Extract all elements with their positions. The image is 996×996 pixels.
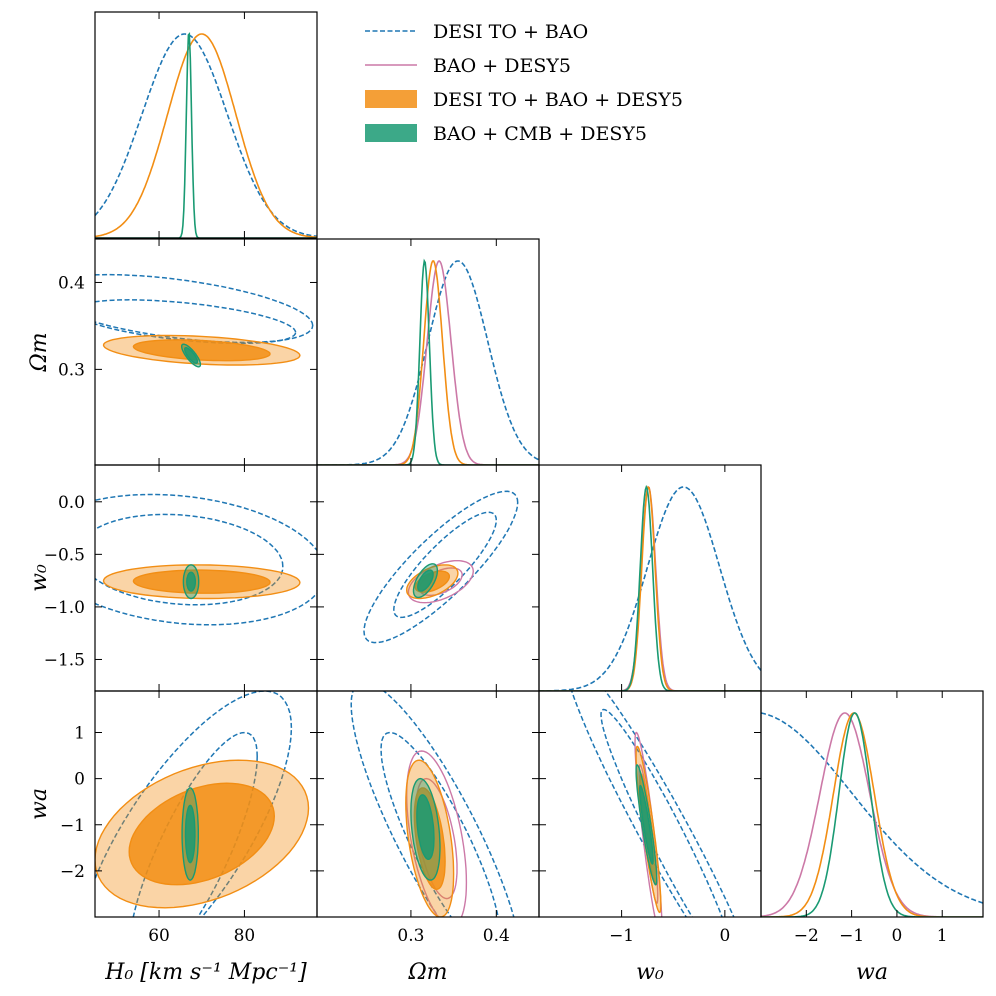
- x-tick-label-wa: −1: [839, 926, 864, 946]
- contour-outer-bao-desy5-Om-w0: [407, 560, 475, 604]
- contour-outer-desi-to-bao-H0-w0: [95, 493, 317, 626]
- label-layer: 60 80 0.3 0.4 −1 0 −2 −1 0 1 0.3 0.4 −1.5 −1.0 −0.5 0.0…: [27, 273, 948, 985]
- marginal-desi-to-bao-desy5-w0: [539, 485, 761, 691]
- contour-outer-desi-to-bao-Om-wa: [350, 691, 515, 917]
- x-tick-label-wa: 0: [892, 926, 903, 946]
- legend-label-bao-cmb-desy5: BAO + CMB + DESY5: [433, 123, 647, 145]
- contour-outer-desi-to-bao-H0-wa: [95, 691, 293, 917]
- y-tick-label-wa: 0: [74, 770, 85, 790]
- legend-label-desi-to-bao-desy5: DESI TO + BAO + DESY5: [433, 89, 683, 111]
- y-axis-title-wa: wa: [27, 788, 52, 820]
- contour-outer-desi-to-bao-H0-Om: [95, 273, 314, 344]
- x-tick-label-H0: 60: [148, 926, 170, 946]
- contour-outer-desi-to-bao-Om-w0: [363, 490, 519, 644]
- legend-label-desi-to-bao: DESI TO + BAO: [433, 21, 588, 43]
- x-axis-title-w0: w₀: [636, 960, 664, 985]
- y-tick-label-Om: 0.3: [58, 360, 85, 380]
- contour-inner-bao-cmb-desy5-H0-Om: [184, 347, 199, 364]
- x-tick-label-wa: −2: [794, 926, 819, 946]
- contour-inner-bao-cmb-desy5-H0-wa: [184, 804, 196, 864]
- y-tick-label-wa: −1: [60, 816, 85, 836]
- contour-inner-desi-to-bao-w0-wa: [600, 708, 723, 917]
- x-axis-title-Om: Ωm: [407, 960, 447, 985]
- y-tick-label-wa: 1: [74, 724, 85, 744]
- contour-outer-desi-to-bao-w0-wa: [570, 691, 735, 917]
- contour-inner-desi-to-bao-Om-w0: [393, 511, 498, 619]
- marginal-desi-to-bao-desy5-H0: [95, 33, 317, 238]
- y-tick-label-w0: −0.5: [44, 545, 85, 565]
- contour-inner-bao-cmb-desy5-H0-w0: [186, 571, 196, 592]
- legend-label-bao-desy5: BAO + DESY5: [433, 55, 571, 77]
- contour-inner-desi-to-bao-H0-w0: [95, 513, 284, 606]
- panel-Om-Om: [316, 238, 540, 466]
- y-tick-label-w0: 0.0: [58, 493, 85, 513]
- y-axis-title-w0: w₀: [27, 564, 52, 592]
- y-tick-label-w0: −1.0: [44, 598, 85, 618]
- marginal-desi-to-bao-wa: [761, 712, 983, 904]
- y-tick-label-Om: 0.4: [58, 273, 85, 293]
- legend-swatch-bao-cmb-desy5: [365, 124, 417, 142]
- x-tick-label-Om: 0.3: [397, 926, 424, 946]
- legend: DESI TO + BAO BAO + DESY5 DESI TO + BAO + …: [365, 21, 683, 145]
- marginal-desi-to-bao-desy5-wa: [761, 712, 983, 917]
- marginal-bao-cmb-desy5-w0: [539, 484, 761, 691]
- panel-H0-H0: [94, 11, 318, 239]
- x-axis-title-wa: wa: [856, 960, 888, 985]
- y-axis-title-Om: Ωm: [27, 332, 52, 372]
- axes-layer: [94, 11, 984, 918]
- marginal-desi-to-bao-H0: [95, 33, 317, 238]
- contour-inner-bao-cmb-desy5-Om-w0: [417, 569, 434, 592]
- x-tick-label-wa: 1: [937, 926, 948, 946]
- x-tick-label-H0: 80: [234, 926, 256, 946]
- marginal-bao-cmb-desy5-H0: [95, 32, 317, 238]
- marginal-bao-desy5-Om: [317, 260, 539, 465]
- y-tick-label-w0: −1.5: [44, 650, 85, 670]
- x-tick-label-w0: −1: [609, 926, 634, 946]
- marginal-desi-to-bao-desy5-Om: [317, 260, 539, 465]
- marginal-bao-desy5-wa: [761, 712, 983, 917]
- contour-inner-bao-cmb-desy5-Om-wa: [416, 794, 435, 861]
- marginal-bao-cmb-desy5-wa: [761, 712, 983, 917]
- x-tick-label-w0: 0: [719, 926, 730, 946]
- contour-inner-desi-to-bao-H0-Om: [95, 299, 297, 345]
- marginal-bao-cmb-desy5-Om: [317, 258, 539, 465]
- legend-swatch-desi-to-bao-desy5: [365, 90, 417, 108]
- panel-wa-wa: [760, 690, 984, 918]
- contour-inner-desi-to-bao-desy5-H0-w0: [132, 569, 271, 594]
- x-axis-title-H0: H₀ [km s⁻¹ Mpc⁻¹]: [104, 960, 307, 985]
- contour-inner-desi-to-bao-desy5-H0-Om: [132, 339, 271, 362]
- contour-inner-desi-to-bao-desy5-H0-wa: [128, 782, 276, 886]
- contour-inner-bao-cmb-desy5-w0-wa: [639, 784, 654, 865]
- y-tick-label-wa: −2: [60, 862, 85, 882]
- contour-layer: [95, 32, 983, 917]
- x-tick-label-Om: 0.4: [483, 926, 510, 946]
